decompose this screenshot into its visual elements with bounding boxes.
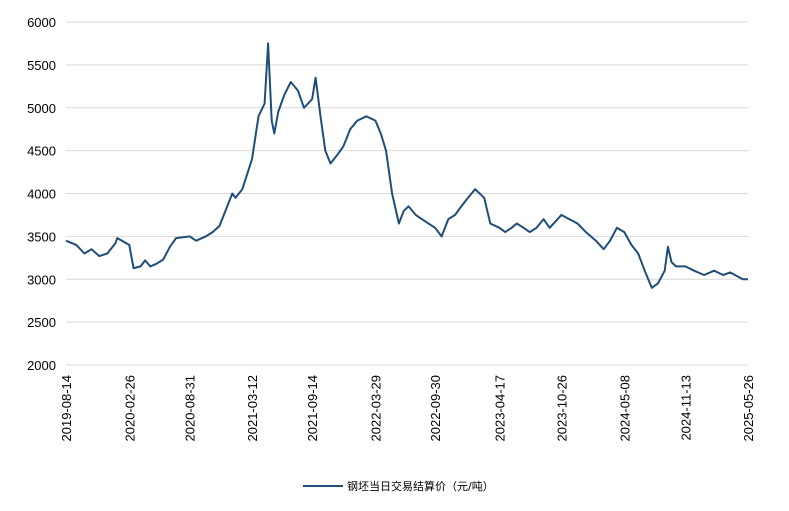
series-lines [65,42,748,289]
series-line-1 [65,42,748,289]
x-tick-label: 2023-10-26 [554,375,569,442]
x-tick-label: 2019-08-14 [59,375,74,442]
x-tick-label: 2020-02-26 [122,375,137,442]
x-tick-label: 2021-09-14 [305,375,320,442]
y-tick-label: 4500 [27,144,56,159]
gridlines [66,21,748,366]
x-tick-label: 2024-11-13 [678,375,693,441]
legend: 钢坯当日交易结算价（元/吨） [303,479,494,493]
y-tick-label: 6000 [27,15,56,30]
y-tick-label: 5000 [27,101,56,116]
x-tick-label: 2022-03-29 [368,375,383,442]
x-tick-label: 2022-09-30 [428,375,443,442]
legend-label-series-1: 钢坯当日交易结算价（元/吨） [347,479,494,493]
y-axis-tick-labels: 2000 2500 3000 3500 4000 4500 5000 5500 6000 [27,15,56,373]
x-tick-label: 2024-05-08 [617,375,632,442]
y-tick-label: 3000 [27,272,56,287]
x-tick-label: 2023-04-17 [492,375,507,442]
x-axis-tick-labels: 2019-08-14 2020-02-26 2020-08-31 2021-03-12… [59,375,756,442]
y-tick-label: 3500 [27,229,56,244]
y-tick-label: 2000 [27,358,56,373]
x-tick-label: 2020-08-31 [183,375,198,442]
x-tick-label: 2021-03-12 [245,375,260,442]
x-tick-label: 2025-05-26 [741,375,756,442]
y-tick-label: 4000 [27,187,56,202]
y-tick-label: 5500 [27,58,56,73]
y-tick-label: 2500 [27,315,56,330]
